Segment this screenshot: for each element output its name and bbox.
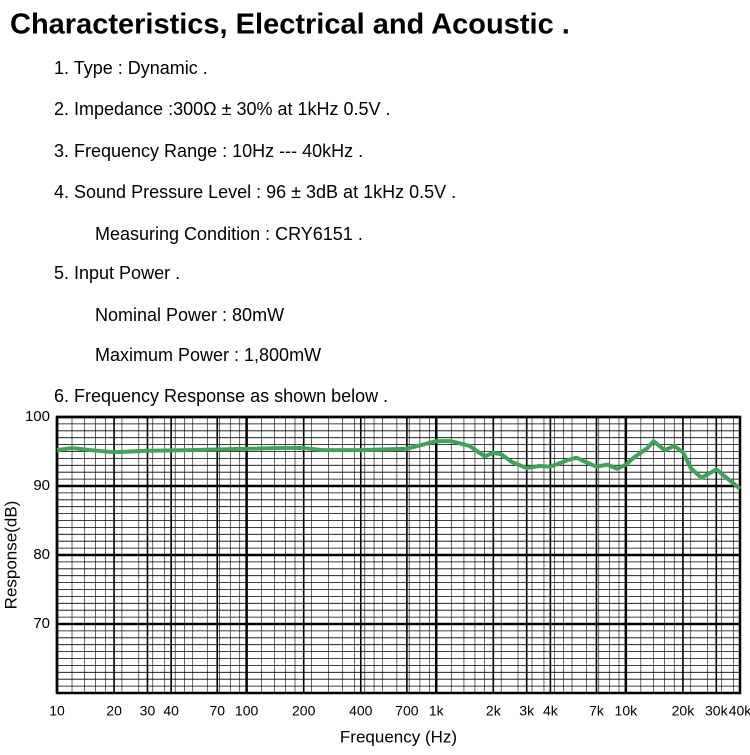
x-tick-label: 200 [292,703,316,719]
heading: Characteristics, Electrical and Acoustic… [10,9,570,41]
x-tick-label: 4k [543,703,559,719]
spec-item: 2. Impedance :300Ω ± 30% at 1kHz 0.5V . [54,99,391,119]
spec-item: 5. Input Power . [54,263,180,283]
y-tick-label: 90 [33,477,50,494]
spec-item: Nominal Power : 80mW [95,305,284,325]
y-tick-label: 100 [25,408,50,425]
plot-frame [55,415,742,695]
spec-item: 6. Frequency Response as shown below . [54,386,388,406]
x-axis-label: Frequency (Hz) [340,727,457,746]
spec-item: 4. Sound Pressure Level : 96 ± 3dB at 1k… [54,182,456,202]
spec-item: 1. Type : Dynamic . [54,58,208,78]
response-line [56,439,742,491]
x-tick-label: 70 [209,703,225,719]
x-tick-label: 40k [729,703,750,719]
x-tick-label: 700 [395,703,419,719]
x-tick-label: 20k [672,703,696,719]
x-tick-label: 10 [49,703,65,719]
x-tick-label: 20 [106,703,122,719]
y-tick-label: 70 [33,615,50,632]
x-tick-label: 30 [140,703,156,719]
y-axis-label: Response(dB) [1,501,20,610]
chart: 70 80 90 100 10 20 30 40 70 100 200 400 700 1k 2k 3k 4k 7… [1,408,750,747]
spec-item: Maximum Power : 1,800mW [95,345,321,365]
x-tick-label: 100 [235,703,259,719]
x-tick-label: 2k [486,703,502,719]
x-tick-label: 1k [429,703,445,719]
x-tick-label: 40 [163,703,179,719]
x-tick-label: 7k [589,703,605,719]
x-tick-label: 10k [615,703,639,719]
spec-item: 3. Frequency Range : 10Hz --- 40kHz . [54,141,363,161]
y-tick-label: 80 [33,546,50,563]
spec-item: Measuring Condition : CRY6151 . [95,224,363,244]
x-tick-label: 30k [705,703,729,719]
x-tick-label: 400 [349,703,373,719]
x-tick-label: 3k [519,703,535,719]
